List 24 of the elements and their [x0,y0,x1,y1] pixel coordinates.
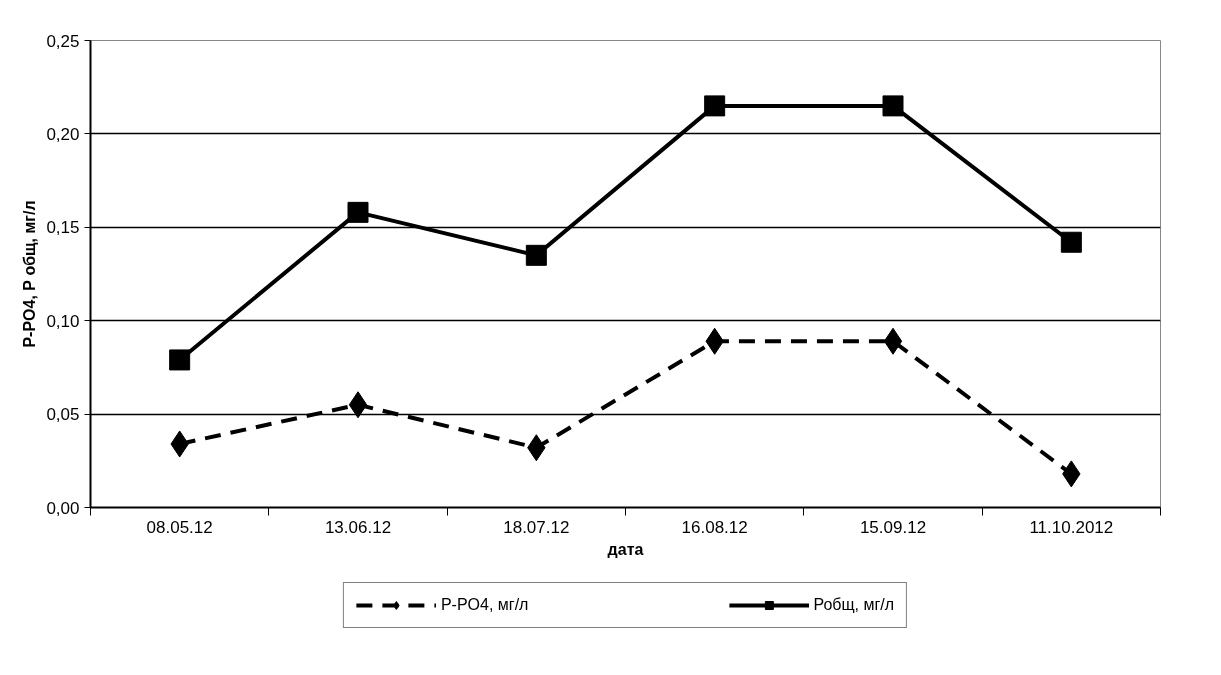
y-tick-label: 0,25 [46,31,80,51]
x-tick-label: 11.10.2012 [1029,517,1114,537]
point [883,327,903,355]
point [882,95,904,117]
x-tick-label: 15.09.12 [859,517,927,537]
y-tick-label: 0,15 [46,218,80,238]
y-tick-label: 0,00 [46,498,80,518]
y-tick-label: 0,20 [46,124,80,144]
point [704,95,726,117]
x-tick-label: 13.06.12 [324,517,392,537]
point [525,244,547,266]
x-tick-label: 08.05.12 [146,517,213,537]
y-axis-title: P-PO4, Р общ, мг/л [21,200,39,348]
point [1060,231,1082,253]
x-tick-label: 16.08.12 [681,517,748,537]
legend-label: Робщ, мг/л [813,596,895,614]
point [347,201,369,223]
point [348,391,368,419]
x-tick-label: 18.07.12 [503,517,570,537]
y-tick-label: 0,05 [46,405,80,425]
legend-label: P-PO4, мг/л [440,596,529,614]
point [169,349,191,371]
x-axis-title: дата [607,540,644,558]
y-tick-label: 0,10 [46,311,80,331]
